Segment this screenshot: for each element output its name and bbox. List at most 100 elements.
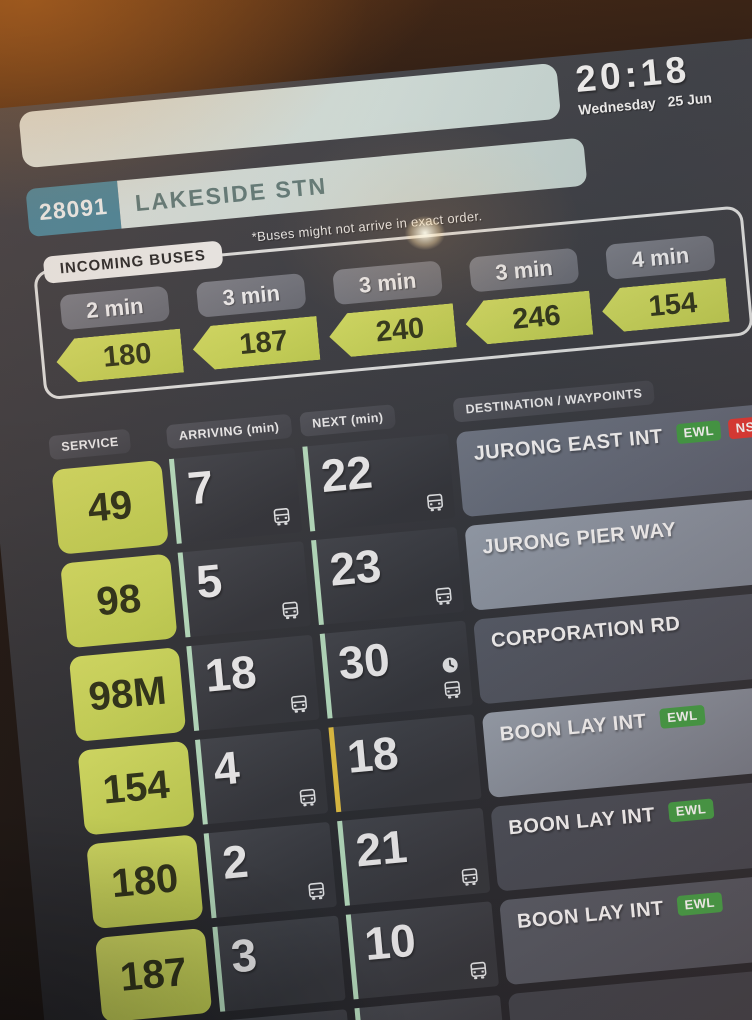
next-cell: 22 bbox=[302, 433, 456, 532]
bus-icon bbox=[308, 882, 325, 900]
table-row: 98 5 23 JURONG PIER WAY bbox=[60, 495, 752, 649]
service-arrow-chip: 240 bbox=[327, 303, 457, 358]
destination-label: BOON LAY INT bbox=[498, 710, 648, 746]
destination-label: CORPORATION RD bbox=[490, 612, 682, 653]
next-cell: 23 bbox=[311, 526, 465, 626]
status-bar bbox=[319, 633, 333, 719]
next-value: 30 bbox=[336, 632, 392, 690]
arriving-value: 3 bbox=[228, 928, 260, 983]
next-value: 23 bbox=[327, 539, 384, 596]
eta-chip: 3 min bbox=[195, 272, 307, 318]
table-row: 154 4 18 BOON LAY INT EWL bbox=[77, 682, 752, 836]
destination-label: BOON LAY INT bbox=[516, 897, 665, 933]
next-value: 18 bbox=[344, 726, 401, 783]
bus-icon bbox=[461, 868, 478, 886]
eta-chip: 3 min bbox=[468, 247, 580, 293]
destination-label: JURONG EAST INT bbox=[472, 425, 664, 465]
col-header-service: SERVICE bbox=[48, 428, 132, 461]
bus-icon bbox=[470, 961, 487, 980]
col-header-next: NEXT (min) bbox=[299, 404, 397, 437]
destination-label: BOON LAY INT bbox=[507, 803, 657, 840]
service-cell: 187 bbox=[94, 927, 213, 1020]
next-cell: 21 bbox=[337, 807, 491, 906]
service-cell: 180 bbox=[86, 834, 204, 930]
status-bar bbox=[311, 539, 324, 626]
service-cell: 98 bbox=[60, 553, 178, 649]
next-value: 10 bbox=[362, 913, 418, 971]
service-cell: 49 bbox=[51, 459, 169, 555]
arriving-value: 18 bbox=[202, 645, 259, 702]
status-bar bbox=[328, 727, 342, 813]
service-arrow-chip: 187 bbox=[191, 316, 321, 371]
arriving-cell: 5 bbox=[177, 541, 311, 638]
table-row: 187 3 10 BOON LAY INT EWL bbox=[94, 869, 752, 1020]
status-bar bbox=[177, 552, 191, 638]
top-bar: 20:18 Wednesday 25 Jun bbox=[18, 37, 752, 170]
mrt-badge-ewl: EWL bbox=[676, 892, 723, 917]
mrt-badge-ewl: EWL bbox=[675, 420, 722, 445]
next-cell: 18 bbox=[328, 714, 482, 813]
status-bar bbox=[186, 645, 200, 732]
service-cell: 98M bbox=[68, 647, 187, 742]
incoming-bus-item: 3 min 240 bbox=[323, 259, 457, 358]
service-arrow-chip: 246 bbox=[464, 291, 594, 346]
arriving-value: 5 bbox=[194, 553, 225, 609]
next-cell bbox=[354, 994, 508, 1020]
next-cell: 30 bbox=[319, 620, 473, 719]
clock-icon bbox=[442, 657, 458, 673]
arriving-cell: 4 bbox=[195, 728, 329, 825]
mrt-badge-ewl: EWL bbox=[659, 704, 706, 729]
arrival-display-screen: 20:18 Wednesday 25 Jun 28091 LAKESIDE ST… bbox=[0, 30, 752, 1020]
col-header-arriving: ARRIVING (min) bbox=[165, 413, 293, 450]
status-bar bbox=[168, 458, 182, 544]
status-bar bbox=[354, 1007, 368, 1020]
incoming-bus-item: 3 min 246 bbox=[460, 247, 594, 346]
bus-icon bbox=[435, 587, 452, 605]
station-code-badge: 28091 bbox=[25, 180, 122, 238]
incoming-bus-item: 2 min 180 bbox=[50, 285, 184, 384]
status-bar bbox=[203, 833, 217, 919]
table-row: 98M 18 30 CORPORATION RD bbox=[68, 588, 752, 742]
eta-chip: 4 min bbox=[605, 235, 716, 280]
bus-icon bbox=[299, 788, 316, 807]
table-row: 49 7 22 JURONG EAST INT EWL NSL bbox=[51, 401, 752, 555]
incoming-buses-title-tab: INCOMING BUSES bbox=[42, 240, 223, 284]
mrt-badge-ewl: EWL bbox=[668, 798, 715, 823]
arriving-value: 7 bbox=[185, 460, 216, 515]
eta-chip: 3 min bbox=[332, 260, 443, 306]
arriving-cell: 7 bbox=[168, 447, 303, 544]
table-row: 180 2 21 BOON LAY INT EWL bbox=[86, 776, 752, 930]
bus-icon bbox=[426, 493, 444, 512]
clock-date: 25 Jun bbox=[666, 89, 713, 110]
status-bar bbox=[345, 914, 359, 1000]
next-cell: 10 bbox=[345, 901, 500, 1000]
bus-icon bbox=[444, 681, 461, 699]
arriving-value: 2 bbox=[220, 834, 251, 889]
arriving-cell: 3 bbox=[221, 1009, 355, 1020]
next-value: 21 bbox=[353, 819, 410, 877]
incoming-buses-panel: INCOMING BUSES *Buses might not arrive i… bbox=[32, 205, 752, 401]
status-bar bbox=[212, 926, 226, 1012]
arriving-cell: 18 bbox=[186, 634, 320, 732]
incoming-bus-item: 3 min 187 bbox=[187, 272, 321, 371]
arriving-cell: 2 bbox=[203, 821, 338, 919]
bus-icon bbox=[273, 508, 290, 526]
incoming-bus-item: 4 min 154 bbox=[596, 234, 730, 333]
status-bar bbox=[195, 739, 208, 825]
arriving-cell: 3 bbox=[212, 915, 346, 1012]
status-bar bbox=[302, 446, 316, 532]
next-value: 22 bbox=[318, 445, 375, 503]
service-arrow-chip: 180 bbox=[54, 329, 184, 384]
service-cell: 154 bbox=[77, 740, 195, 836]
bus-icon bbox=[282, 601, 299, 620]
mrt-badge-nsl: NSL bbox=[727, 415, 752, 440]
service-arrow-chip: 154 bbox=[600, 278, 730, 333]
eta-chip: 2 min bbox=[59, 285, 171, 331]
incoming-buses-note: *Buses might not arrive in exact order. bbox=[251, 208, 483, 245]
timetable: 49 7 22 JURONG EAST INT EWL NSL 98 5 23 bbox=[51, 401, 752, 1020]
destination-label: JURONG PIER WAY bbox=[481, 518, 678, 559]
arriving-value: 4 bbox=[211, 741, 242, 796]
bus-icon bbox=[291, 695, 308, 713]
clock: 20:18 Wednesday 25 Jun bbox=[574, 45, 749, 117]
